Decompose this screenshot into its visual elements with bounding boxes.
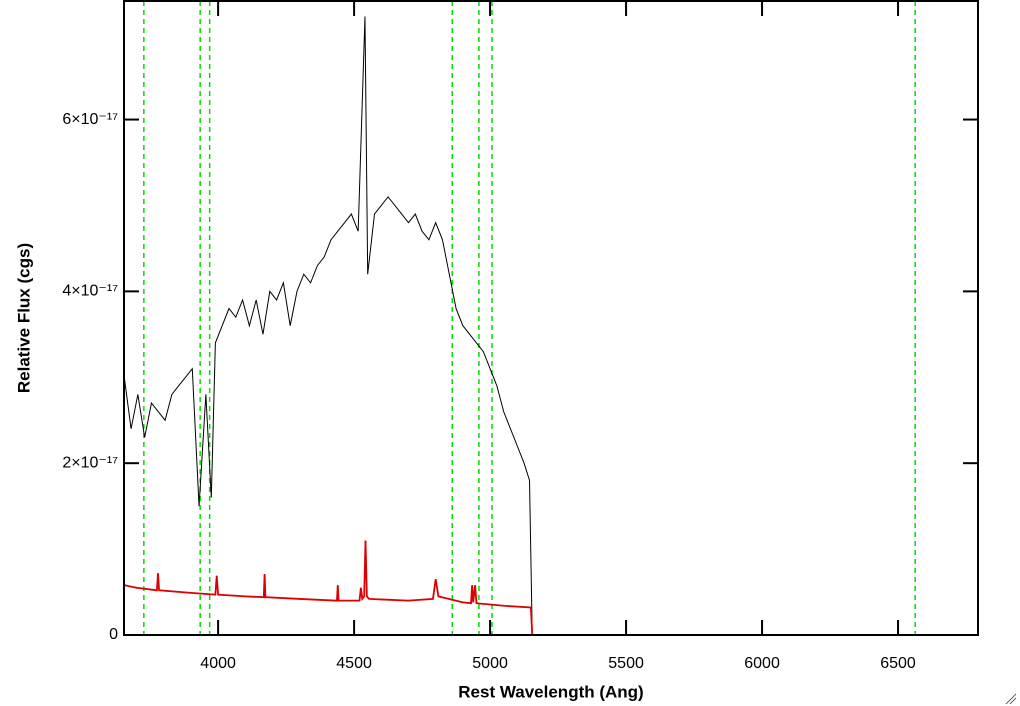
y-tick-label: 4×10⁻¹⁷ [62,283,118,300]
plot-area [124,1,978,636]
plot-frame [123,0,979,636]
x-tick-label: 4000 [200,655,236,672]
y-tick-label: 2×10⁻¹⁷ [62,454,118,471]
x-tick-label: 6000 [744,655,780,672]
x-tick-label: 5000 [472,655,508,672]
spectrum-line [124,16,533,636]
x-tick-label: 5500 [608,655,644,672]
spectrum-line [124,540,978,636]
y-axis-label: Relative Flux (cgs) [14,243,33,393]
x-axis-label: Rest Wavelength (Ang) [458,682,643,701]
y-tick-label: 0 [109,626,118,643]
x-tick-label: 4500 [336,655,372,672]
resize-grip [1005,693,1017,705]
x-tick-label: 6500 [880,655,916,672]
y-tick-label: 6×10⁻¹⁷ [62,111,118,128]
